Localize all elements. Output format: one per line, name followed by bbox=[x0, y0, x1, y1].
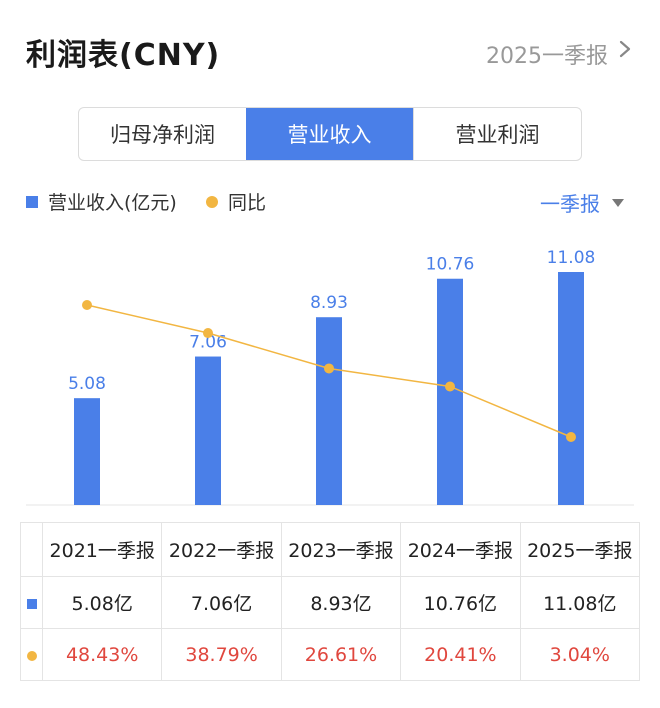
bar-value-label: 7.06 bbox=[189, 333, 227, 353]
yoy-point-1[interactable] bbox=[203, 328, 213, 339]
metric-tabs: 归母净利润 营业收入 营业利润 bbox=[78, 107, 582, 161]
legend-yoy-label: 同比 bbox=[228, 192, 267, 214]
tab-operating-profit[interactable]: 营业利润 bbox=[413, 108, 581, 160]
period-select[interactable]: 一季报 bbox=[540, 188, 624, 217]
column-header: 2021一季报 bbox=[41, 522, 163, 577]
caret-down-icon bbox=[612, 198, 624, 207]
period-select-label: 一季报 bbox=[540, 192, 600, 216]
yoy-point-4[interactable] bbox=[566, 432, 576, 442]
report-period[interactable]: 2025一季报 bbox=[486, 44, 608, 69]
table-cell: 48.43% bbox=[41, 628, 163, 681]
legend-revenue-label: 营业收入(亿元) bbox=[48, 192, 177, 214]
table-cell: 8.93亿 bbox=[280, 576, 402, 629]
header: 利润表(CNY) 2025一季报 bbox=[26, 28, 638, 78]
table-header-row: 2021一季报 2022一季报 2023一季报 2024一季报 2025一季报 bbox=[20, 522, 641, 577]
table-cell: 3.04% bbox=[519, 628, 641, 681]
bar-value-label: 5.08 bbox=[68, 374, 106, 394]
table-cell: 7.06亿 bbox=[161, 576, 282, 629]
page-title: 利润表(CNY) bbox=[26, 38, 221, 73]
yoy-point-3[interactable] bbox=[445, 381, 455, 392]
bar-0[interactable] bbox=[74, 398, 100, 505]
chart-legend: 营业收入(亿元) 同比 一季报 bbox=[26, 188, 632, 220]
bar-value-label: 11.08 bbox=[547, 248, 596, 268]
column-header: 2025一季报 bbox=[519, 522, 641, 577]
tab-net-profit[interactable]: 归母净利润 bbox=[110, 123, 215, 147]
column-header: 2023一季报 bbox=[280, 522, 402, 577]
column-header: 2022一季报 bbox=[161, 522, 282, 577]
data-table: 2021一季报 2022一季报 2023一季报 2024一季报 2025一季报 … bbox=[20, 522, 641, 681]
table-cell: 38.79% bbox=[161, 628, 282, 681]
table-cell: 26.61% bbox=[280, 628, 402, 681]
table-cell: 5.08亿 bbox=[41, 576, 163, 629]
square-icon bbox=[26, 598, 37, 609]
column-header: 2024一季报 bbox=[400, 522, 521, 577]
legend-revenue[interactable]: 营业收入(亿元) bbox=[26, 188, 177, 215]
revenue-chart: 5.08 7.06 8.93 10.76 11.08 bbox=[26, 248, 634, 506]
table-cell: 11.08亿 bbox=[519, 576, 641, 629]
table-row-revenue: 5.08亿 7.06亿 8.93亿 10.76亿 11.08亿 bbox=[20, 576, 641, 629]
legend-yoy[interactable]: 同比 bbox=[206, 188, 266, 215]
yoy-point-0[interactable] bbox=[82, 300, 92, 310]
bar-4[interactable] bbox=[558, 272, 584, 505]
tab-revenue[interactable]: 营业收入 bbox=[246, 108, 413, 160]
bar-3[interactable] bbox=[437, 278, 463, 505]
table-row-yoy: 48.43% 38.79% 26.61% 20.41% 3.04% bbox=[20, 628, 641, 681]
bar-2[interactable] bbox=[316, 317, 342, 505]
square-icon bbox=[26, 195, 38, 208]
bar-value-label: 8.93 bbox=[310, 293, 348, 313]
table-cell: 20.41% bbox=[400, 628, 521, 681]
table-cell: 10.76亿 bbox=[400, 576, 521, 629]
chevron-right-icon[interactable] bbox=[612, 34, 638, 64]
dot-icon bbox=[206, 195, 218, 208]
dot-icon bbox=[26, 650, 37, 661]
bar-value-label: 10.76 bbox=[426, 255, 475, 275]
yoy-point-2[interactable] bbox=[324, 363, 334, 374]
bar-1[interactable] bbox=[195, 356, 221, 505]
